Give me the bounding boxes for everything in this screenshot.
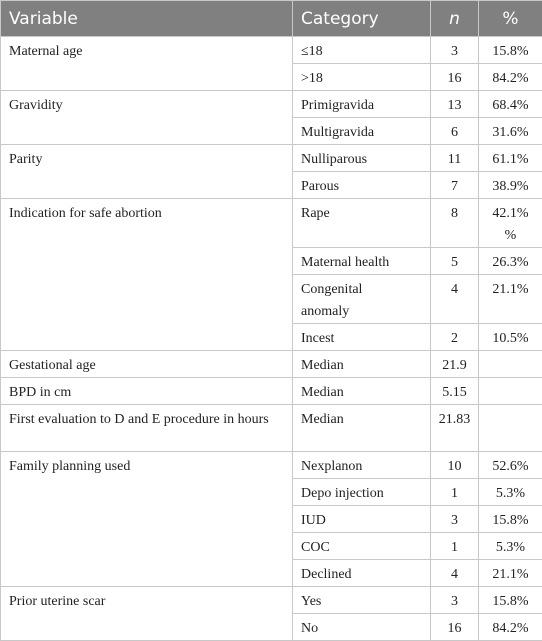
variable-cell: Maternal age: [1, 37, 293, 91]
variable-cell: BPD in cm: [1, 378, 293, 405]
count-cell: 5.15: [431, 378, 479, 405]
count-cell: 11: [431, 145, 479, 172]
category-cell: Nulliparous: [293, 145, 431, 172]
percent-cell: 68.4%: [479, 91, 542, 118]
category-cell: Depo injection: [293, 479, 431, 506]
header-cell: Variable: [1, 1, 293, 37]
category-cell: Declined: [293, 560, 431, 587]
header-cell: Category: [293, 1, 431, 37]
percent-cell: 61.1%: [479, 145, 542, 172]
category-cell: Multigravida: [293, 118, 431, 145]
percent-cell: 5.3%: [479, 533, 542, 560]
percent-cell: 5.3%: [479, 479, 542, 506]
category-cell: No: [293, 614, 431, 641]
percent-cell: 21.1%: [479, 560, 542, 587]
percent-cell: [479, 378, 542, 405]
category-cell: Incest: [293, 324, 431, 351]
variable-cell: Family planning used: [1, 452, 293, 587]
category-cell: Rape: [293, 199, 431, 248]
variable-cell: Gravidity: [1, 91, 293, 145]
category-cell: Yes: [293, 587, 431, 614]
count-cell: 5: [431, 248, 479, 275]
count-cell: 21.83: [431, 405, 479, 452]
header-cell: n: [431, 1, 479, 37]
category-cell: Primigravida: [293, 91, 431, 118]
count-cell: 7: [431, 172, 479, 199]
count-cell: 16: [431, 614, 479, 641]
percent-cell: 15.8%: [479, 37, 542, 64]
percent-cell: 84.2%: [479, 614, 542, 641]
count-cell: 8: [431, 199, 479, 248]
category-cell: Nexplanon: [293, 452, 431, 479]
percent-cell: 42.1% %: [479, 199, 542, 248]
count-cell: 1: [431, 533, 479, 560]
count-cell: 13: [431, 91, 479, 118]
count-cell: 1: [431, 479, 479, 506]
category-cell: IUD: [293, 506, 431, 533]
count-cell: 3: [431, 37, 479, 64]
percent-cell: 15.8%: [479, 506, 542, 533]
percent-cell: 38.9%: [479, 172, 542, 199]
header-cell: %: [479, 1, 542, 37]
count-cell: 4: [431, 560, 479, 587]
count-cell: 2: [431, 324, 479, 351]
category-cell: Parous: [293, 172, 431, 199]
percent-cell: 31.6%: [479, 118, 542, 145]
category-cell: Maternal health: [293, 248, 431, 275]
count-cell: 4: [431, 275, 479, 324]
count-cell: 21.9: [431, 351, 479, 378]
percent-cell: [479, 405, 542, 452]
percent-cell: 21.1%: [479, 275, 542, 324]
percent-cell: 26.3%: [479, 248, 542, 275]
percent-cell: [479, 351, 542, 378]
table-row: First evaluation to D and E procedure in…: [1, 405, 542, 452]
count-cell: 10: [431, 452, 479, 479]
variable-cell: Gestational age: [1, 351, 293, 378]
category-cell: COC: [293, 533, 431, 560]
variable-cell: First evaluation to D and E procedure in…: [1, 405, 293, 452]
percent-cell: 15.8%: [479, 587, 542, 614]
count-cell: 3: [431, 587, 479, 614]
category-cell: ≤18: [293, 37, 431, 64]
category-cell: Median: [293, 351, 431, 378]
count-cell: 3: [431, 506, 479, 533]
percent-cell: 10.5%: [479, 324, 542, 351]
percent-cell: 52.6%: [479, 452, 542, 479]
category-cell: Median: [293, 378, 431, 405]
count-cell: 16: [431, 64, 479, 91]
count-cell: 6: [431, 118, 479, 145]
category-cell: Median: [293, 405, 431, 452]
percent-cell: 84.2%: [479, 64, 542, 91]
category-cell: Congenital anomaly: [293, 275, 431, 324]
variable-cell: Parity: [1, 145, 293, 199]
variable-cell: Prior uterine scar: [1, 587, 293, 641]
category-cell: >18: [293, 64, 431, 91]
variable-cell: Indication for safe abortion: [1, 199, 293, 351]
